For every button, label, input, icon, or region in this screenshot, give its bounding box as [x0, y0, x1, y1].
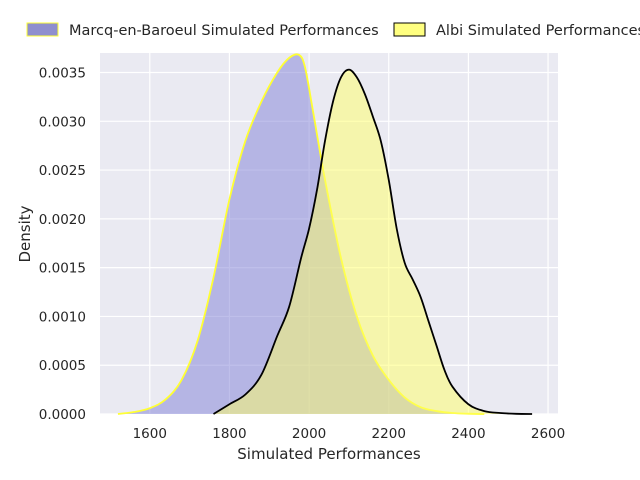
x-tick-label: 2200	[372, 426, 406, 442]
legend-label-albi: Albi Simulated Performances	[436, 23, 640, 39]
y-tick-label: 0.0000	[39, 407, 86, 423]
x-axis-label: Simulated Performances	[237, 445, 421, 463]
density-fill-albi	[213, 69, 533, 414]
x-tick-label: 1600	[133, 426, 167, 442]
density-fill-marcq	[117, 54, 485, 414]
x-tick-label: 2600	[531, 426, 565, 442]
y-tick-label: 0.0005	[39, 358, 86, 374]
legend-label-marcq: Marcq-en-Baroeul Simulated Performances	[69, 23, 379, 39]
x-tick-label: 1800	[212, 426, 246, 442]
legend-swatch-albi	[393, 22, 426, 37]
y-tick-label: 0.0015	[39, 261, 86, 277]
y-tick-labels: 0.0000 0.0005 0.0010 0.0015 0.0020 0.0025 0.00…	[39, 66, 86, 423]
x-tick-label: 2400	[451, 426, 485, 442]
x-tick-labels: 1600 1800 2000 2200 2400 2600	[133, 426, 566, 442]
x-tick-label: 2000	[292, 426, 326, 442]
y-tick-label: 0.0025	[39, 163, 86, 179]
density-areas	[117, 53, 533, 415]
y-axis-label: Density	[16, 205, 34, 262]
y-tick-label: 0.0030	[39, 114, 86, 130]
y-tick-label: 0.0035	[39, 66, 86, 82]
y-tick-label: 0.0010	[39, 309, 86, 325]
density-line-albi	[213, 68, 533, 415]
legend-swatch-marcq	[26, 22, 59, 37]
legend: Marcq-en-Baroeul Simulated Performances …	[26, 22, 640, 39]
y-tick-label: 0.0020	[39, 212, 86, 228]
